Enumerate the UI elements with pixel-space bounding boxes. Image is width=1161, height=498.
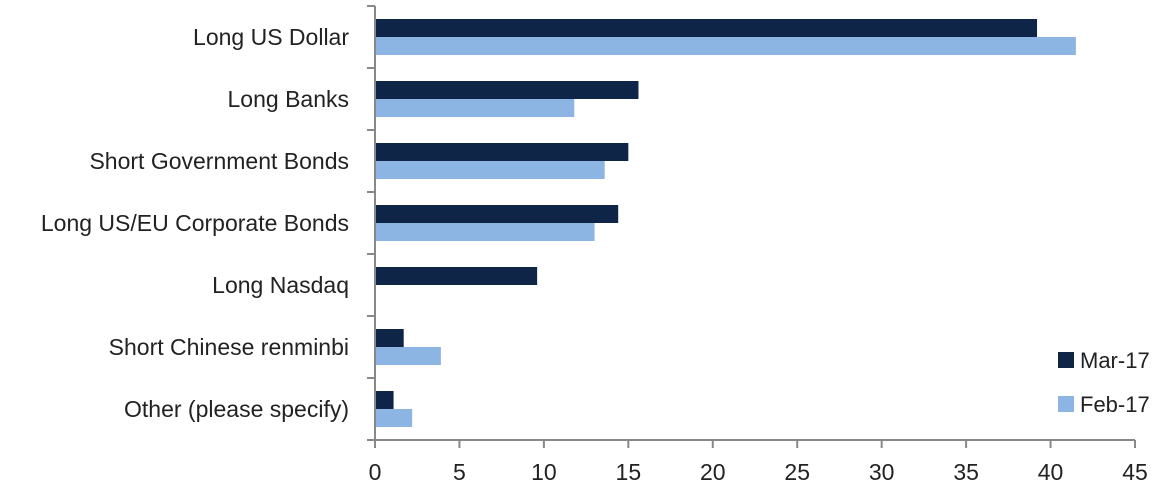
axes — [367, 5, 1136, 448]
x-tick-labels: 0 5 10 15 20 25 30 35 40 45 — [369, 459, 1148, 485]
x-tick-label-5: 5 — [453, 459, 466, 485]
bar-feb-17-short-chinese-renminbi — [375, 347, 441, 365]
x-tick-label-30: 30 — [869, 459, 895, 485]
bar-feb-17-long-us-eu-corporate-bonds — [375, 223, 595, 241]
x-tick-label-20: 20 — [700, 459, 726, 485]
bar-feb-17-short-government-bonds — [375, 161, 605, 179]
x-tick-label-40: 40 — [1038, 459, 1064, 485]
x-tick-label-10: 10 — [531, 459, 557, 485]
category-label-other-please-specify: Other (please specify) — [124, 396, 349, 422]
x-tick-label-45: 45 — [1122, 459, 1148, 485]
category-label-long-banks: Long Banks — [228, 86, 349, 112]
bar-mar-17-long-banks — [375, 81, 639, 99]
bar-feb-17-long-us-dollar — [375, 37, 1076, 55]
bar-feb-17-long-banks — [375, 99, 575, 117]
category-label-short-chinese-renminbi: Short Chinese renminbi — [109, 334, 349, 360]
legend: Mar-17 Feb-17 — [1058, 348, 1150, 417]
bar-mar-17-long-us-eu-corporate-bonds — [375, 205, 619, 223]
x-tick-label-15: 15 — [616, 459, 642, 485]
bar-mar-17-long-nasdaq — [375, 267, 538, 285]
bar-mar-17-short-chinese-renminbi — [375, 329, 404, 347]
bar-mar-17-long-us-dollar — [375, 19, 1038, 37]
legend-label-feb-17: Feb-17 — [1080, 392, 1150, 417]
category-label-short-government-bonds: Short Government Bonds — [89, 148, 349, 174]
x-tick-label-0: 0 — [369, 459, 382, 485]
category-label-long-nasdaq: Long Nasdaq — [212, 272, 349, 298]
bar-feb-17-other-please-specify — [375, 409, 413, 427]
bars — [375, 19, 1076, 427]
bar-mar-17-short-government-bonds — [375, 143, 629, 161]
category-labels: Long US Dollar Long Banks Short Government… — [41, 24, 349, 422]
category-label-long-us-eu-corporate-bonds: Long US/EU Corporate Bonds — [41, 210, 349, 236]
bar-mar-17-other-please-specify — [375, 391, 394, 409]
legend-swatch-feb-17 — [1058, 396, 1074, 412]
x-tick-label-35: 35 — [953, 459, 979, 485]
legend-swatch-mar-17 — [1058, 352, 1074, 368]
category-label-long-us-dollar: Long US Dollar — [193, 24, 349, 50]
x-tick-label-25: 25 — [784, 459, 810, 485]
legend-label-mar-17: Mar-17 — [1080, 348, 1150, 373]
